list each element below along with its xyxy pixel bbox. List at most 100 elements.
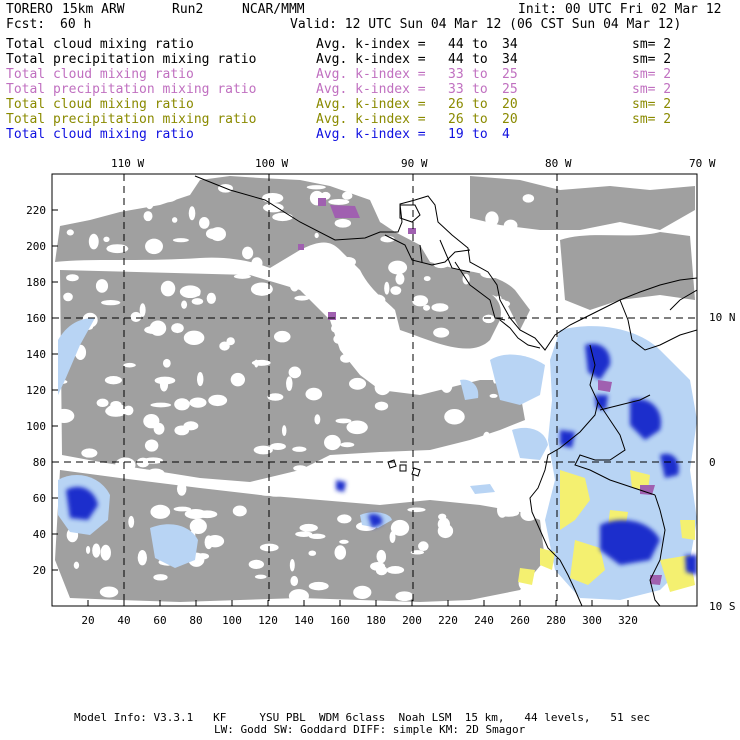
cloud-gap xyxy=(260,359,266,365)
cloud-gap xyxy=(480,269,502,279)
cloud-gap xyxy=(331,465,338,481)
cloud-gap xyxy=(85,546,91,554)
legend-field: Total precipitation mixing ratio xyxy=(6,112,257,127)
cloud-gap xyxy=(444,408,465,425)
legend-to: to xyxy=(472,112,488,127)
header-init: Init: 00 UTC Fri 02 Mar 12 xyxy=(518,2,722,17)
cloud-gap xyxy=(437,523,454,539)
cloud-gap xyxy=(199,217,210,229)
cloud-gap xyxy=(333,307,354,323)
cloud-gap xyxy=(384,281,390,295)
cloud-gap xyxy=(410,550,425,555)
cloud-gap xyxy=(250,282,273,296)
x-tick-label: 20 xyxy=(81,614,94,627)
cloud-gap xyxy=(92,543,101,558)
cloud-gap xyxy=(510,346,525,354)
cloud-gap xyxy=(191,298,204,305)
cloud-gap xyxy=(505,270,521,280)
y-tick-label: 40 xyxy=(33,528,46,541)
cloud-gap xyxy=(206,534,225,548)
cloud-gap xyxy=(305,387,323,401)
cloud-gap xyxy=(346,420,368,435)
lon-label-70w: 70 W xyxy=(689,157,716,170)
cloud-gap xyxy=(132,469,153,475)
cloud-gap xyxy=(453,373,458,385)
cloud-gap xyxy=(139,303,146,317)
cloud-gap xyxy=(476,246,492,262)
cloud-gap xyxy=(162,358,171,368)
legend-field: Total precipitation mixing ratio xyxy=(6,52,257,67)
cloud-gap xyxy=(503,219,518,232)
legend-index-label: Avg. k-index = xyxy=(316,97,426,112)
legend-k-to: 20 xyxy=(502,112,518,127)
legend-field: Total cloud mixing ratio xyxy=(6,127,194,142)
cloud-gap xyxy=(389,531,396,543)
cloud-gap xyxy=(340,353,352,363)
cloud-gap xyxy=(366,303,383,320)
cloud-gap xyxy=(377,498,398,503)
legend-to: to xyxy=(472,82,488,97)
legend-k-from: 33 xyxy=(448,82,464,97)
cloud-gap xyxy=(143,211,153,222)
legend-index-label: Avg. k-index = xyxy=(316,82,426,97)
lat-lon-grid xyxy=(52,174,697,606)
cloud-gap xyxy=(179,285,201,299)
cloud-field-darkblue xyxy=(66,343,697,575)
cloud-gap xyxy=(150,402,172,408)
legend-to: to xyxy=(472,37,488,52)
cloud-gap xyxy=(333,334,346,345)
x-tick-label: 40 xyxy=(117,614,130,627)
cloud-gap xyxy=(57,197,78,210)
legend-k-from: 26 xyxy=(448,112,464,127)
cloud-gap xyxy=(101,300,121,306)
cloud-gap xyxy=(396,376,414,389)
cloud-gap xyxy=(353,585,372,600)
cloud-gap xyxy=(230,372,245,387)
cloud-gap xyxy=(99,586,119,598)
cloud-gap xyxy=(209,227,226,242)
cloud-gap xyxy=(96,398,109,408)
cloud-gap xyxy=(290,575,299,587)
cloud-gap xyxy=(278,270,296,275)
cloud-gap xyxy=(423,304,431,311)
legend-field: Total precipitation mixing ratio xyxy=(6,82,257,97)
cloud-gap xyxy=(430,361,446,375)
header-resolution: 15km ARW xyxy=(62,2,125,17)
cloud-gap xyxy=(390,519,410,536)
cloud-gap xyxy=(418,541,429,552)
lon-label-100w: 100 W xyxy=(255,157,289,170)
cloud-gap xyxy=(181,300,188,309)
x-tick-label: 160 xyxy=(330,614,350,627)
y-tick-label: 20 xyxy=(33,564,46,577)
legend-sm: sm= 2 xyxy=(632,82,672,97)
cloud-gap xyxy=(421,475,438,484)
x-tick-label: 320 xyxy=(618,614,638,627)
legend-to: to xyxy=(472,97,488,112)
footer-model-info: Model Info: V3.3.1 KF YSU PBL WDM 6class… xyxy=(74,711,651,724)
cloud-gap xyxy=(520,506,538,521)
cloud-gap xyxy=(297,477,302,486)
cloud-gap xyxy=(382,457,390,472)
coastlines xyxy=(194,175,697,606)
cloud-gap xyxy=(281,425,287,437)
cloud-gap xyxy=(352,469,357,481)
cloud-gap xyxy=(153,574,168,581)
cloud-gap xyxy=(308,581,329,591)
cloud-gap xyxy=(337,514,352,524)
cloud-gap xyxy=(374,401,389,411)
cloud-gap xyxy=(189,397,207,408)
y-tick-label: 140 xyxy=(26,348,46,361)
cloud-gap xyxy=(159,378,169,392)
cloud-gap xyxy=(314,232,319,239)
cloud-gap xyxy=(63,206,69,218)
cloud-gap xyxy=(328,198,350,205)
legend-k-from: 44 xyxy=(448,52,464,67)
cloud-gap xyxy=(176,481,187,496)
cloud-gap xyxy=(386,566,405,574)
y-tick-label: 220 xyxy=(26,204,46,217)
lat-label-0: 0 xyxy=(709,456,716,469)
legend-field: Total cloud mixing ratio xyxy=(6,37,194,52)
cloud-gap xyxy=(294,295,310,301)
x-tick-label: 240 xyxy=(474,614,494,627)
